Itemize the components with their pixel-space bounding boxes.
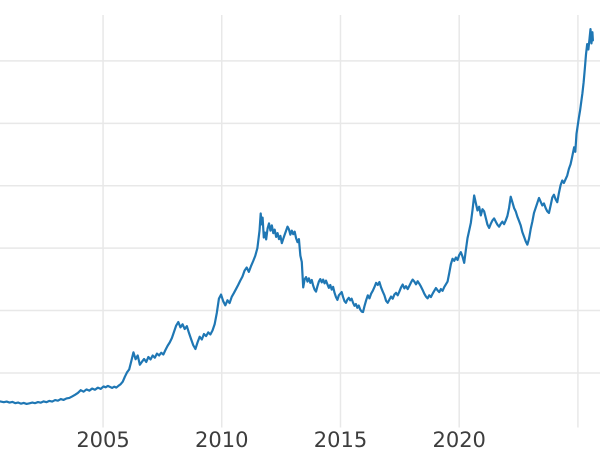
price-line	[0, 28, 594, 406]
x-tick-label-2020: 2020	[432, 428, 485, 450]
x-tick-label-2010: 2010	[195, 428, 248, 450]
x-tick-label-2005: 2005	[76, 428, 129, 450]
x-tick-label-2015: 2015	[314, 428, 367, 450]
